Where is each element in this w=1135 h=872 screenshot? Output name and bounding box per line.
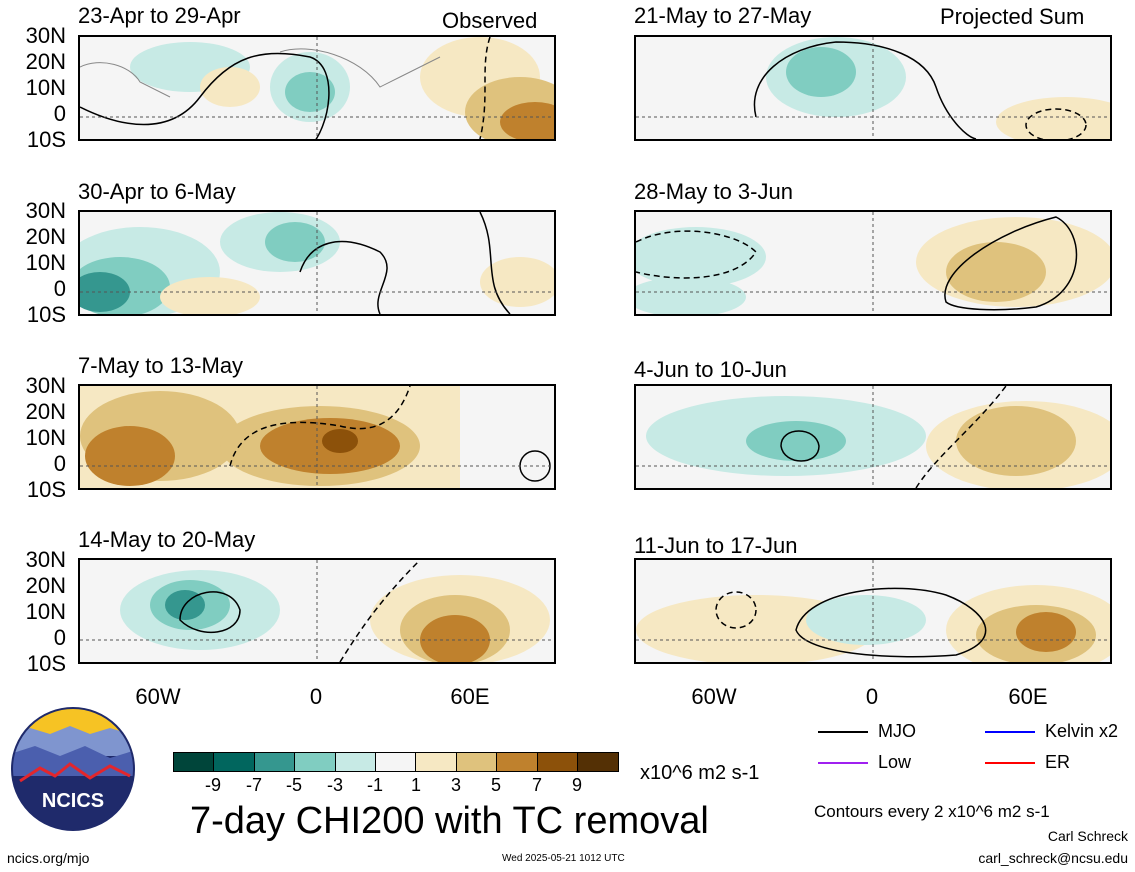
y-tick-20n: 20N <box>25 224 66 249</box>
map-1-field <box>80 37 554 139</box>
x-tick-60e: 60E <box>1008 684 1048 709</box>
y-tick-10s: 10S <box>26 127 66 152</box>
timestamp: Wed 2025-05-21 1012 UTC <box>502 853 625 864</box>
map-panel-8 <box>634 558 1112 664</box>
cbar-bin <box>295 753 336 771</box>
legend-er: ER <box>985 752 1070 773</box>
panel-title-6: 28-May to 3-Jun <box>634 179 793 204</box>
panel-title-8: 11-Jun to 17-Jun <box>634 533 798 558</box>
legend-low-line <box>818 761 868 764</box>
y-tick-0: 0 <box>53 451 66 476</box>
y-tick-0: 0 <box>53 625 66 650</box>
x-tick-60w: 60W <box>135 684 181 709</box>
panel-title-2: 30-Apr to 6-May <box>78 179 236 204</box>
map-8-field <box>636 560 1110 662</box>
y-tick-10s: 10S <box>26 477 66 502</box>
legend-mjo-line <box>818 730 868 733</box>
y-tick-10n: 10N <box>25 250 66 275</box>
y-tick-30n: 30N <box>25 373 66 398</box>
y-tick-30n: 30N <box>25 198 66 223</box>
map-7-field <box>636 386 1110 488</box>
legend-kelvin-line <box>985 730 1035 733</box>
y-tick-20n: 20N <box>25 399 66 424</box>
cbar-tick: 5 <box>490 775 502 795</box>
cbar-tick: -9 <box>204 775 222 795</box>
website-link[interactable]: ncics.org/mjo <box>7 850 90 866</box>
cbar-bin <box>174 753 215 771</box>
y-tick-10n: 10N <box>25 75 66 100</box>
map-3-field <box>80 386 554 488</box>
cbar-bin <box>456 753 498 771</box>
ncics-logo: NCICS <box>10 706 136 832</box>
legend-er-label: ER <box>1045 752 1071 772</box>
panel-title-7: 4-Jun to 10-Jun <box>634 357 787 382</box>
map-6-field <box>636 212 1110 314</box>
cbar-tick: 7 <box>531 775 543 795</box>
cbar-tick: -7 <box>245 775 263 795</box>
cbar-tick: -3 <box>326 775 344 795</box>
colorbar <box>173 752 620 772</box>
main-title: 7-day CHI200 with TC removal <box>190 800 709 842</box>
x-tick-0: 0 <box>865 684 879 709</box>
observed-label: Observed <box>442 8 538 33</box>
map-4-field <box>80 560 554 662</box>
map-panel-7 <box>634 384 1112 490</box>
y-tick-10n: 10N <box>25 599 66 624</box>
y-tick-10s: 10S <box>26 651 66 676</box>
email: carl_schreck@ncsu.edu <box>978 850 1128 866</box>
cbar-tick: 9 <box>571 775 583 795</box>
cbar-bin <box>214 753 255 771</box>
y-tick-0: 0 <box>53 276 66 301</box>
author: Carl Schreck <box>1047 828 1128 844</box>
y-tick-20n: 20N <box>25 573 66 598</box>
colorbar-units: x10^6 m2 s-1 <box>640 762 760 784</box>
logo-text: NCICS <box>41 790 105 812</box>
x-tick-0: 0 <box>309 684 323 709</box>
y-tick-20n: 20N <box>25 49 66 74</box>
panel-title-4: 14-May to 20-May <box>78 527 256 552</box>
y-tick-10n: 10N <box>25 425 66 450</box>
y-tick-30n: 30N <box>25 23 66 48</box>
legend-mjo: MJO <box>818 721 916 742</box>
cbar-bin <box>497 753 538 771</box>
y-tick-10s: 10S <box>26 302 66 327</box>
legend-mjo-label: MJO <box>878 721 916 741</box>
projected-label: Projected Sum <box>940 4 1085 29</box>
cbar-bin <box>577 753 619 771</box>
cbar-bin <box>537 753 578 771</box>
cbar-bin <box>416 753 457 771</box>
legend-low: Low <box>818 752 911 773</box>
cbar-tick: -1 <box>366 775 384 795</box>
panel-title-5: 21-May to 27-May <box>634 3 812 28</box>
map-5-field <box>636 37 1110 139</box>
map-panel-2 <box>78 210 556 316</box>
x-tick-60e: 60E <box>450 684 490 709</box>
cbar-bin <box>254 753 296 771</box>
panel-title-3: 7-May to 13-May <box>78 353 244 378</box>
legend-kelvin: Kelvin x2 <box>985 721 1118 742</box>
map-panel-3 <box>78 384 556 490</box>
map-panel-6 <box>634 210 1112 316</box>
panel-title-1: 23-Apr to 29-Apr <box>78 3 241 28</box>
cbar-tick: 1 <box>410 775 422 795</box>
cbar-bin <box>335 753 376 771</box>
y-tick-30n: 30N <box>25 547 66 572</box>
x-tick-60w: 60W <box>691 684 737 709</box>
map-panel-4 <box>78 558 556 664</box>
map-panel-5 <box>634 35 1112 141</box>
legend-kelvin-label: Kelvin x2 <box>1045 721 1119 741</box>
legend-er-line <box>985 761 1035 764</box>
cbar-bin <box>375 753 417 771</box>
map-panel-1 <box>78 35 556 141</box>
map-2-field <box>80 212 554 314</box>
cbar-tick: -5 <box>285 775 303 795</box>
cbar-tick: 3 <box>450 775 462 795</box>
y-tick-0: 0 <box>53 101 66 126</box>
contour-note: Contours every 2 x10^6 m2 s-1 <box>814 802 1050 821</box>
legend-low-label: Low <box>878 752 912 772</box>
